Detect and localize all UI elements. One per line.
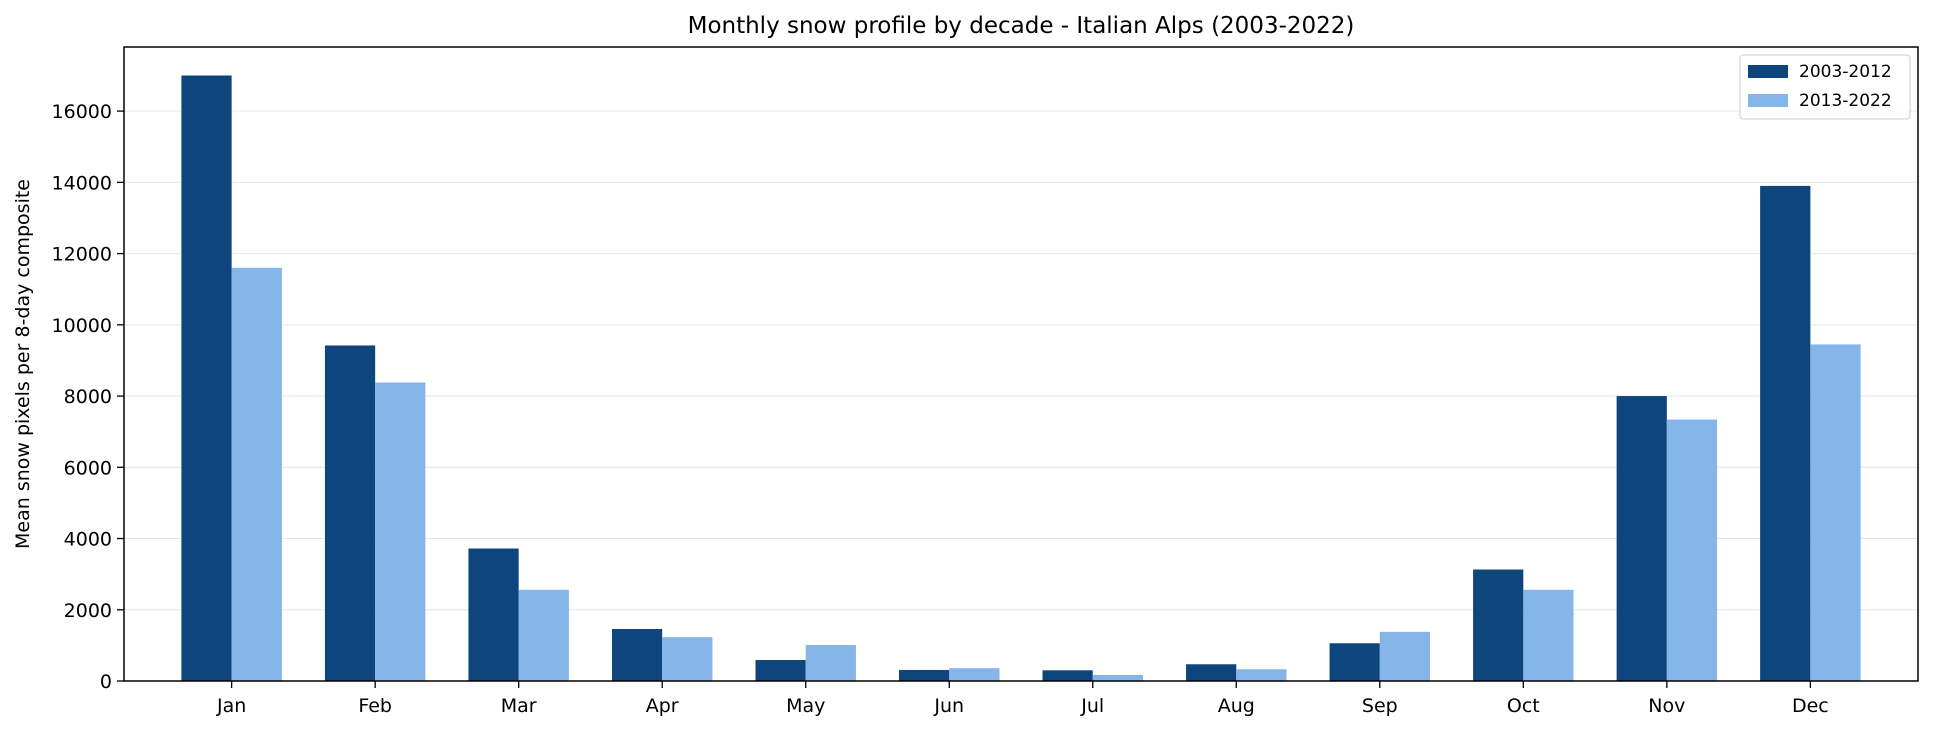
bar-oct-series-1 [1473,569,1524,681]
bar-jan-series-2 [231,267,282,681]
bar-may-series-1 [755,659,806,681]
bar-mar-series-1 [468,548,519,681]
x-tick-label: Jun [933,695,964,717]
bar-jun-series-1 [899,669,950,681]
x-tick-label: Jul [1080,695,1104,717]
x-tick-label: Mar [501,695,537,717]
bar-mar-series-2 [518,589,569,681]
x-axis-ticks: Jan Feb Mar Apr May Jun Jul Aug Sep Oct Nov Dec [216,681,1829,717]
y-tick-label: 8000 [64,386,112,408]
x-tick-label: Feb [358,695,392,717]
y-tick-label: 14000 [52,172,112,194]
bar-jan-series-1 [181,75,232,681]
bar-dec-series-1 [1760,185,1811,682]
bar-jun-series-2 [949,668,1000,681]
y-tick-label: 12000 [52,244,112,266]
bar-may-series-2 [805,645,856,681]
legend-label: 2013-2022 [1799,91,1892,111]
bars [181,75,1861,682]
bar-jul-series-1 [1042,670,1093,681]
bar-aug-series-2 [1236,669,1287,681]
y-tick-label: 2000 [64,600,112,622]
legend-label: 2003-2012 [1799,62,1892,82]
bar-sep-series-2 [1379,631,1431,681]
x-tick-label: Apr [646,695,679,717]
x-tick-label: Nov [1648,695,1685,717]
bar-aug-series-1 [1186,664,1237,681]
bar-oct-series-2 [1523,589,1574,681]
bar-nov-series-2 [1666,419,1718,681]
bar-feb-series-2 [375,382,426,681]
bar-apr-series-2 [662,637,713,681]
x-tick-label: Oct [1507,695,1540,717]
y-tick-label: 0 [100,671,112,693]
y-tick-label: 10000 [52,315,112,337]
bar-feb-series-1 [324,345,376,681]
y-axis-ticks: 0 2000 4000 6000 8000 10000 12000 14000 16000 [52,101,124,693]
chart-title: Monthly snow profile by decade - Italian… [688,13,1355,39]
x-tick-label: Jan [216,695,246,717]
bar-dec-series-2 [1810,344,1861,681]
bar-jul-series-2 [1092,674,1143,681]
plot-frame [123,46,1919,682]
x-tick-label: May [786,695,825,717]
x-tick-label: Dec [1792,695,1829,717]
x-tick-label: Sep [1362,695,1398,717]
y-axis-label: Mean snow pixels per 8-day composite [12,179,34,549]
legend-swatch [1748,94,1788,107]
legend-swatch [1748,65,1788,78]
bar-apr-series-1 [611,628,663,681]
bar-nov-series-1 [1616,396,1667,681]
y-tick-label: 4000 [64,529,112,551]
y-tick-label: 6000 [64,457,112,479]
legend: 2003-2012 2013-2022 [1739,54,1911,120]
bar-sep-series-1 [1329,643,1380,681]
x-tick-label: Aug [1218,695,1255,717]
y-tick-label: 16000 [52,101,112,123]
